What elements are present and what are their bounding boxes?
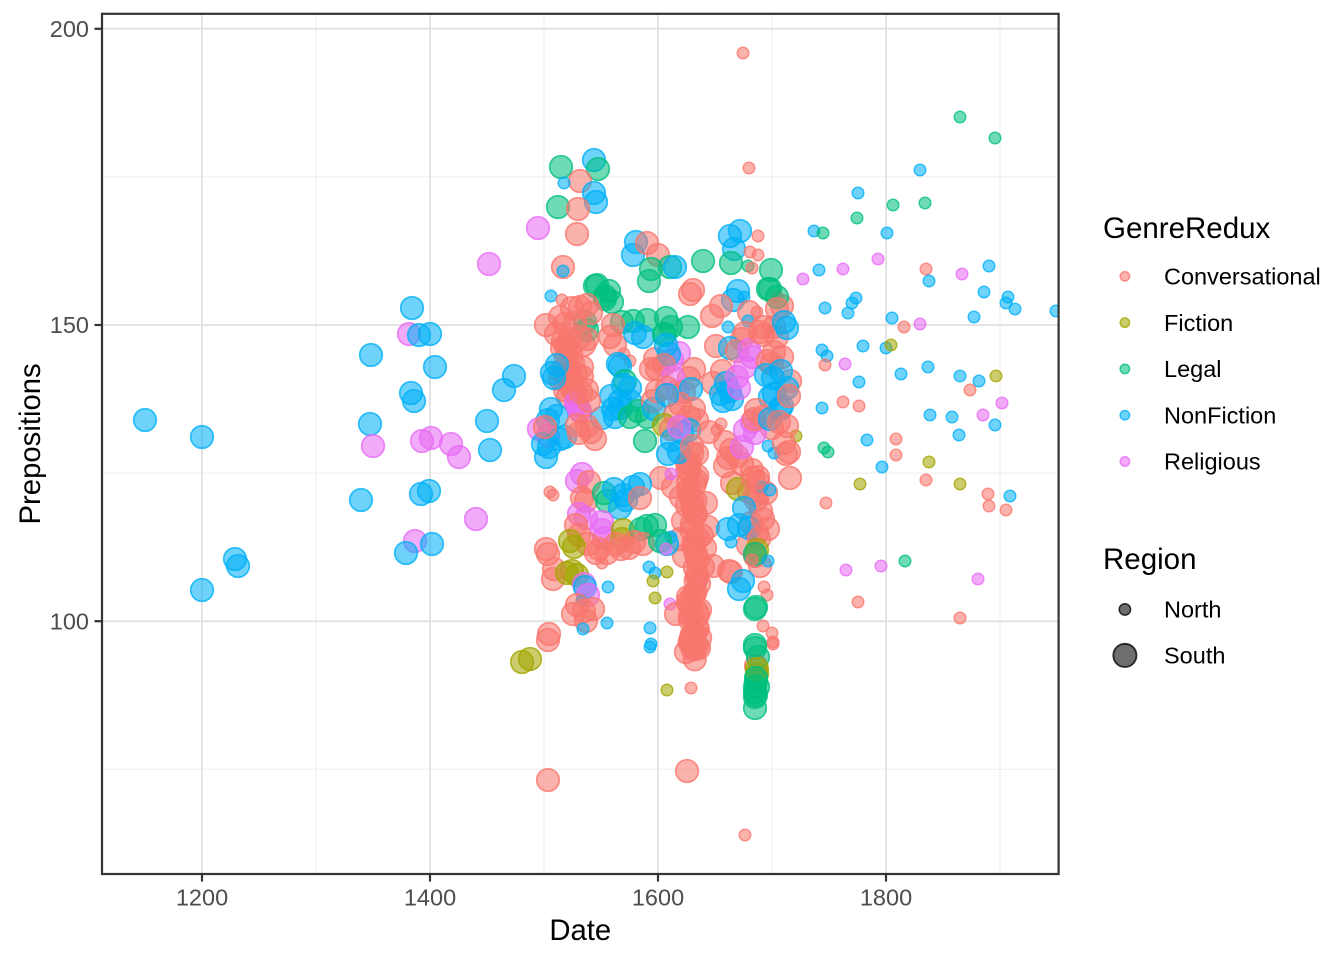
svg-text:1800: 1800 bbox=[860, 885, 912, 911]
svg-text:1400: 1400 bbox=[404, 885, 456, 911]
svg-text:South: South bbox=[1164, 643, 1225, 669]
svg-text:200: 200 bbox=[50, 16, 89, 42]
svg-text:Date: Date bbox=[549, 914, 611, 947]
svg-text:North: North bbox=[1164, 597, 1221, 623]
svg-text:Fiction: Fiction bbox=[1164, 310, 1233, 336]
svg-text:GenreRedux: GenreRedux bbox=[1103, 212, 1271, 245]
svg-text:NonFiction: NonFiction bbox=[1164, 402, 1276, 428]
svg-text:150: 150 bbox=[50, 312, 89, 338]
svg-text:Prepositions: Prepositions bbox=[14, 363, 47, 524]
svg-text:Legal: Legal bbox=[1164, 356, 1222, 382]
svg-text:Region: Region bbox=[1103, 543, 1196, 576]
svg-text:Conversational: Conversational bbox=[1164, 264, 1321, 290]
svg-text:1600: 1600 bbox=[632, 885, 684, 911]
svg-text:1200: 1200 bbox=[176, 885, 228, 911]
svg-text:100: 100 bbox=[50, 608, 89, 634]
svg-text:Religious: Religious bbox=[1164, 449, 1261, 475]
